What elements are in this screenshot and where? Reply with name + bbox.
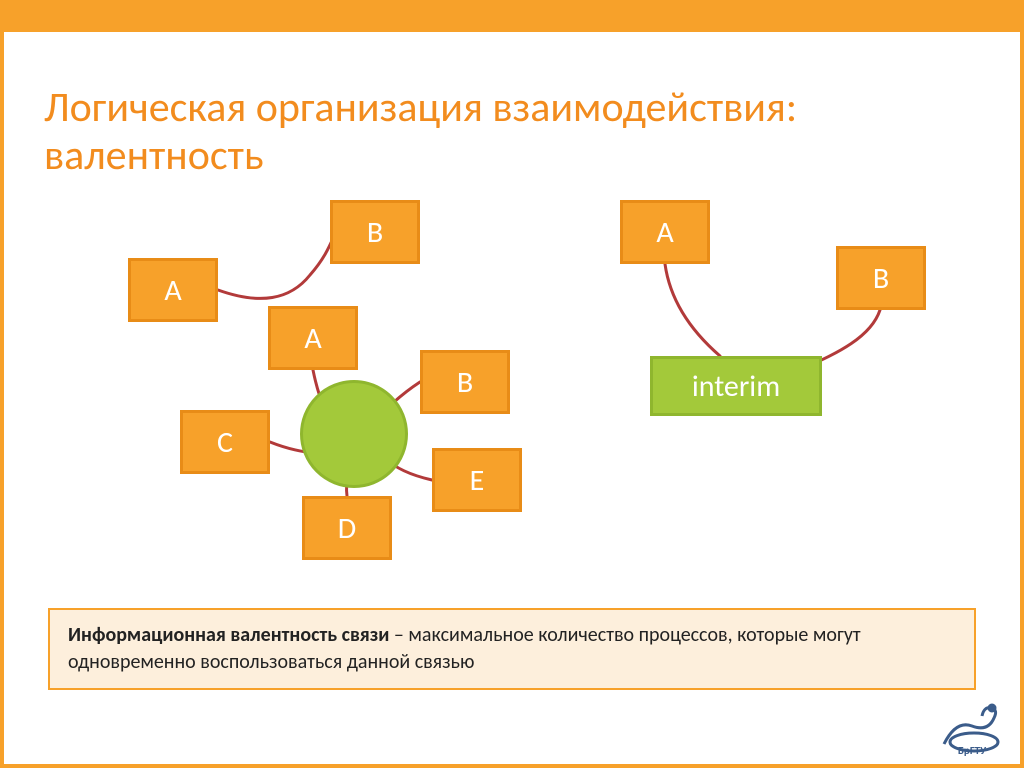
node-mid_C: C <box>180 410 270 474</box>
node-mid_B: B <box>420 350 510 414</box>
university-logo: БрГТУ <box>934 700 1010 756</box>
interim-node: interim <box>650 356 822 416</box>
definition-term: Информационная валентность связи <box>68 623 389 647</box>
top-accent-bar <box>4 4 1020 32</box>
hub-circle <box>300 380 408 488</box>
connector-edge <box>665 264 720 356</box>
definition-box: Информационная валентность связи – макси… <box>48 608 976 690</box>
valency-diagram: ABABCDEABinterim <box>0 170 1024 600</box>
node-top_left_A: A <box>128 258 218 322</box>
node-right_B: B <box>836 246 926 310</box>
node-mid_A: A <box>268 306 358 370</box>
node-mid_E: E <box>432 448 522 512</box>
node-top_left_B: B <box>330 200 420 264</box>
page-title: Логическая организация взаимодействия: в… <box>44 84 944 181</box>
connector-layer <box>0 170 1024 600</box>
connector-edge <box>218 234 335 298</box>
node-mid_D: D <box>302 496 392 560</box>
node-right_A: A <box>620 200 710 264</box>
svg-text:БрГТУ: БрГТУ <box>958 744 987 756</box>
